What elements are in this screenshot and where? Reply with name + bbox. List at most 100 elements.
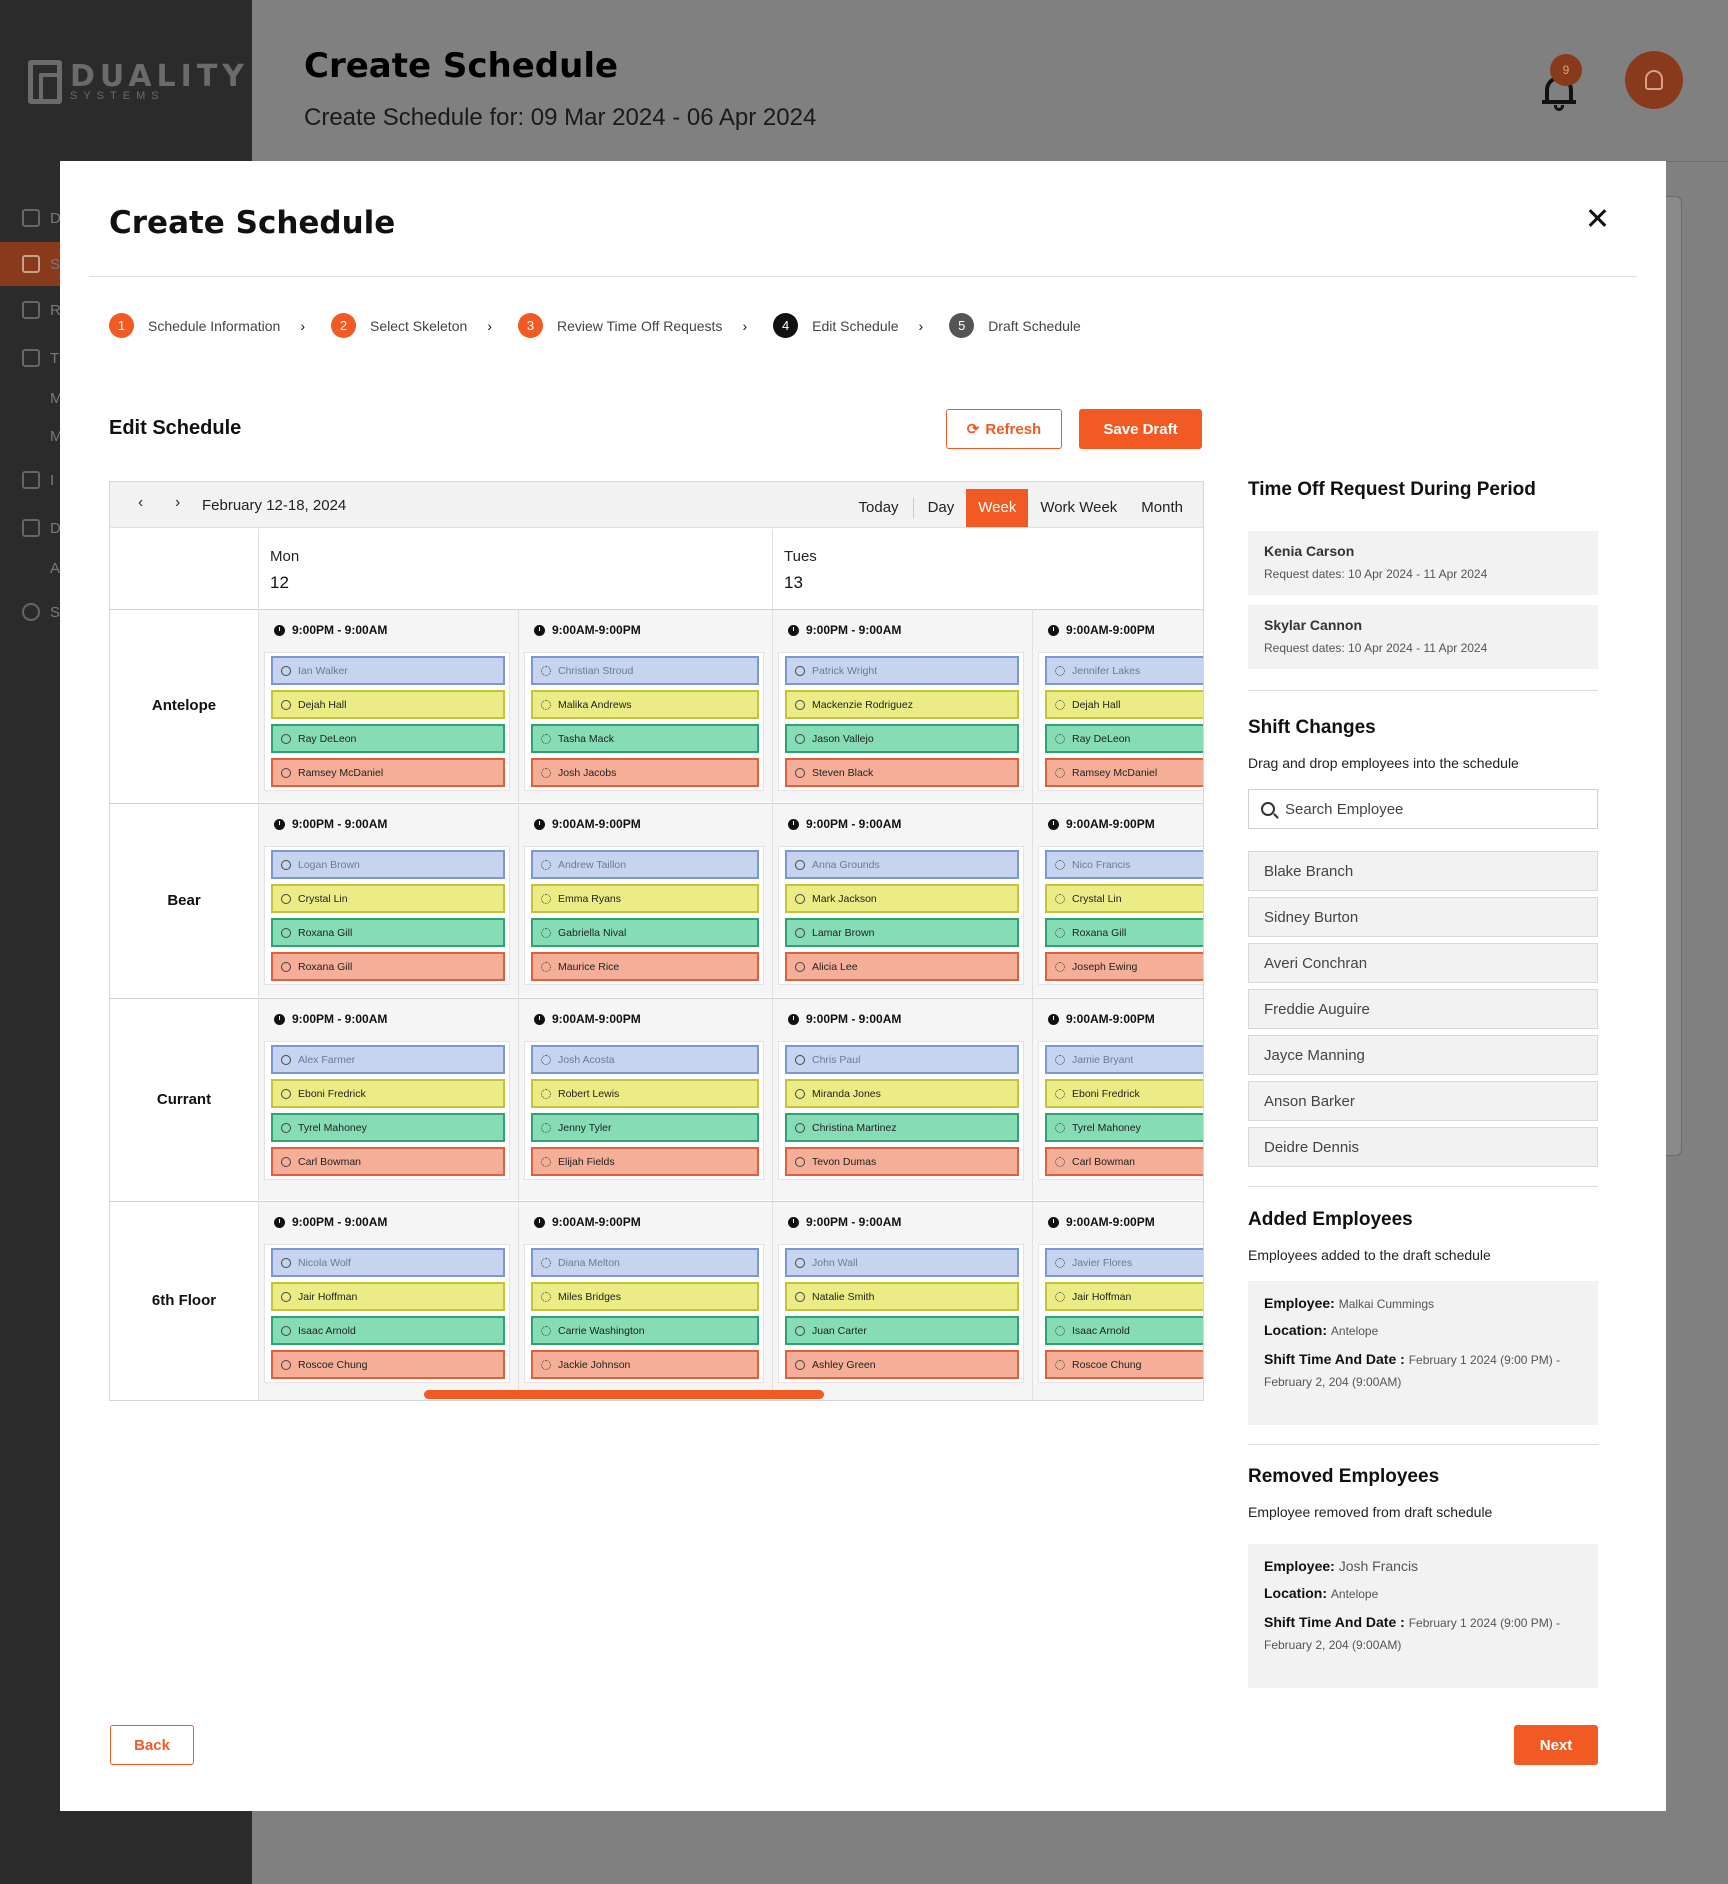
shift-employee-chip[interactable]: Anna Grounds xyxy=(785,850,1019,879)
shift-employee-chip[interactable]: Isaac Arnold xyxy=(1045,1316,1203,1345)
view-week[interactable]: Week xyxy=(966,489,1029,527)
shift-employee-chip[interactable]: Juan Carter xyxy=(785,1316,1019,1345)
shift-employee-chip[interactable]: Andrew Taillon xyxy=(531,850,759,879)
sidebar-item-inventory[interactable]: I xyxy=(0,458,252,502)
save-draft-button[interactable]: Save Draft xyxy=(1079,409,1202,449)
employee-draggable[interactable]: Jayce Manning xyxy=(1248,1035,1598,1075)
shift-employee-chip[interactable]: Joseph Ewing xyxy=(1045,952,1203,981)
search-input[interactable] xyxy=(1285,800,1575,818)
shift-employee-chip[interactable]: Tyrel Mahoney xyxy=(271,1113,505,1142)
shift-employee-chip[interactable]: Roscoe Chung xyxy=(1045,1350,1203,1379)
avatar[interactable] xyxy=(1625,51,1683,109)
sidebar-item-data[interactable]: D xyxy=(0,506,252,550)
shift-employee-chip[interactable]: Jennifer Lakes xyxy=(1045,656,1203,685)
shift-employee-chip[interactable]: Tasha Mack xyxy=(531,724,759,753)
shift-employee-chip[interactable]: Tyrel Mahoney xyxy=(1045,1113,1203,1142)
shift-employee-chip[interactable]: Jair Hoffman xyxy=(1045,1282,1203,1311)
employee-draggable[interactable]: Freddie Auguire xyxy=(1248,989,1598,1029)
shift-employee-chip[interactable]: Christian Stroud xyxy=(531,656,759,685)
shift-employee-chip[interactable]: Eboni Fredrick xyxy=(271,1079,505,1108)
shift-employee-chip[interactable]: Ian Walker xyxy=(271,656,505,685)
horizontal-scrollbar[interactable] xyxy=(424,1390,824,1399)
employee-draggable[interactable]: Anson Barker xyxy=(1248,1081,1598,1121)
shift-employee-chip[interactable]: Josh Acosta xyxy=(531,1045,759,1074)
shift-employee-chip[interactable]: Alex Farmer xyxy=(271,1045,505,1074)
shift-employee-chip[interactable]: Mark Jackson xyxy=(785,884,1019,913)
shift-employee-chip[interactable]: Dejah Hall xyxy=(271,690,505,719)
shift-employee-chip[interactable]: Christina Martinez xyxy=(785,1113,1019,1142)
sidebar-item-reports[interactable]: R xyxy=(0,288,252,332)
chevron-left-icon[interactable]: ‹ xyxy=(138,494,144,511)
step-schedule-information[interactable]: 1 Schedule Information › xyxy=(109,313,331,338)
shift-employee-chip[interactable]: Gabriella Nival xyxy=(531,918,759,947)
shift-employee-chip[interactable]: Roxana Gill xyxy=(271,918,505,947)
next-button[interactable]: Next xyxy=(1514,1725,1598,1765)
view-day[interactable]: Day xyxy=(927,499,955,516)
shift-employee-chip[interactable]: Ramsey McDaniel xyxy=(1045,758,1203,787)
shift-employee-chip[interactable]: Ramsey McDaniel xyxy=(271,758,505,787)
shift-employee-chip[interactable]: Mackenzie Rodriguez xyxy=(785,690,1019,719)
shift-employee-chip[interactable]: Robert Lewis xyxy=(531,1079,759,1108)
shift-employee-chip[interactable]: Crystal Lin xyxy=(271,884,505,913)
employee-draggable[interactable]: Blake Branch xyxy=(1248,851,1598,891)
shift-employee-chip[interactable]: Steven Black xyxy=(785,758,1019,787)
view-work-week[interactable]: Work Week xyxy=(1040,499,1118,516)
calendar-toolbar: ‹ › February 12-18, 2024 Today Day Week … xyxy=(110,482,1203,528)
shift-employee-chip[interactable]: John Wall xyxy=(785,1248,1019,1277)
shift-employee-chip[interactable]: Maurice Rice xyxy=(531,952,759,981)
view-today[interactable]: Today xyxy=(858,499,899,516)
shift-employee-chip[interactable]: Patrick Wright xyxy=(785,656,1019,685)
shift-employee-chip[interactable]: Crystal Lin xyxy=(1045,884,1203,913)
shift-employee-chip[interactable]: Emma Ryans xyxy=(531,884,759,913)
shift-employee-chip[interactable]: Tevon Dumas xyxy=(785,1147,1019,1176)
shift-employee-chip[interactable]: Roscoe Chung xyxy=(271,1350,505,1379)
shift-employee-chip[interactable]: Roxana Gill xyxy=(1045,918,1203,947)
shift-employee-chip[interactable]: Jair Hoffman xyxy=(271,1282,505,1311)
chevron-right-icon[interactable]: › xyxy=(175,494,181,511)
step-draft-schedule[interactable]: 5 Draft Schedule xyxy=(949,313,1081,338)
shift-employee-chip[interactable]: Nicola Wolf xyxy=(271,1248,505,1277)
shift-employee-chip[interactable]: Lamar Brown xyxy=(785,918,1019,947)
shift-employee-chip[interactable]: Josh Jacobs xyxy=(531,758,759,787)
shift-employee-chip[interactable]: Elijah Fields xyxy=(531,1147,759,1176)
sidebar-subitem-2[interactable]: M xyxy=(50,427,63,445)
shift-employee-chip[interactable]: Dejah Hall xyxy=(1045,690,1203,719)
refresh-button[interactable]: ⟳ Refresh xyxy=(946,409,1062,449)
shift-employee-chip[interactable]: Carl Bowman xyxy=(271,1147,505,1176)
shift-employee-chip[interactable]: Alicia Lee xyxy=(785,952,1019,981)
employee-draggable[interactable]: Averi Conchran xyxy=(1248,943,1598,983)
shift-employee-chip[interactable]: Chris Paul xyxy=(785,1045,1019,1074)
shift-employee-chip[interactable]: Isaac Arnold xyxy=(271,1316,505,1345)
shift-employee-chip[interactable]: Natalie Smith xyxy=(785,1282,1019,1311)
sidebar-subitem-3[interactable]: A xyxy=(50,559,61,577)
step-edit-schedule[interactable]: 4 Edit Schedule › xyxy=(773,313,949,338)
shift-employee-chip[interactable]: Jenny Tyler xyxy=(531,1113,759,1142)
employee-draggable[interactable]: Deidre Dennis xyxy=(1248,1127,1598,1167)
shift-employee-chip[interactable]: Ray DeLeon xyxy=(1045,724,1203,753)
back-button[interactable]: Back xyxy=(110,1725,194,1765)
shift-employee-chip[interactable]: Miles Bridges xyxy=(531,1282,759,1311)
view-month[interactable]: Month xyxy=(1141,499,1183,516)
shift-employee-chip[interactable]: Malika Andrews xyxy=(531,690,759,719)
step-review-time-off[interactable]: 3 Review Time Off Requests › xyxy=(517,313,773,338)
shift-employee-chip[interactable]: Jackie Johnson xyxy=(531,1350,759,1379)
sidebar-item-team[interactable]: T xyxy=(0,336,252,380)
shift-employee-chip[interactable]: Carrie Washington xyxy=(531,1316,759,1345)
shift-employee-chip[interactable]: Miranda Jones xyxy=(785,1079,1019,1108)
sidebar-item-dashboard[interactable]: D xyxy=(0,196,252,240)
shift-employee-chip[interactable]: Diana Melton xyxy=(531,1248,759,1277)
shift-employee-chip[interactable]: Javier Flores xyxy=(1045,1248,1203,1277)
shift-employee-chip[interactable]: Roxana Gill xyxy=(271,952,505,981)
shift-employee-chip[interactable]: Jamie Bryant xyxy=(1045,1045,1203,1074)
shift-employee-chip[interactable]: Carl Bowman xyxy=(1045,1147,1203,1176)
shift-employee-chip[interactable]: Ashley Green xyxy=(785,1350,1019,1379)
shift-employee-chip[interactable]: Logan Brown xyxy=(271,850,505,879)
shift-employee-chip[interactable]: Eboni Fredrick xyxy=(1045,1079,1203,1108)
employee-draggable[interactable]: Sidney Burton xyxy=(1248,897,1598,937)
shift-employee-chip[interactable]: Jason Vallejo xyxy=(785,724,1019,753)
step-select-skeleton[interactable]: 2 Select Skeleton › xyxy=(330,313,518,338)
shift-employee-chip[interactable]: Ray DeLeon xyxy=(271,724,505,753)
shift-employee-chip[interactable]: Nico Francis xyxy=(1045,850,1203,879)
close-icon[interactable] xyxy=(1581,203,1613,235)
sidebar-subitem-1[interactable]: M xyxy=(50,389,63,407)
